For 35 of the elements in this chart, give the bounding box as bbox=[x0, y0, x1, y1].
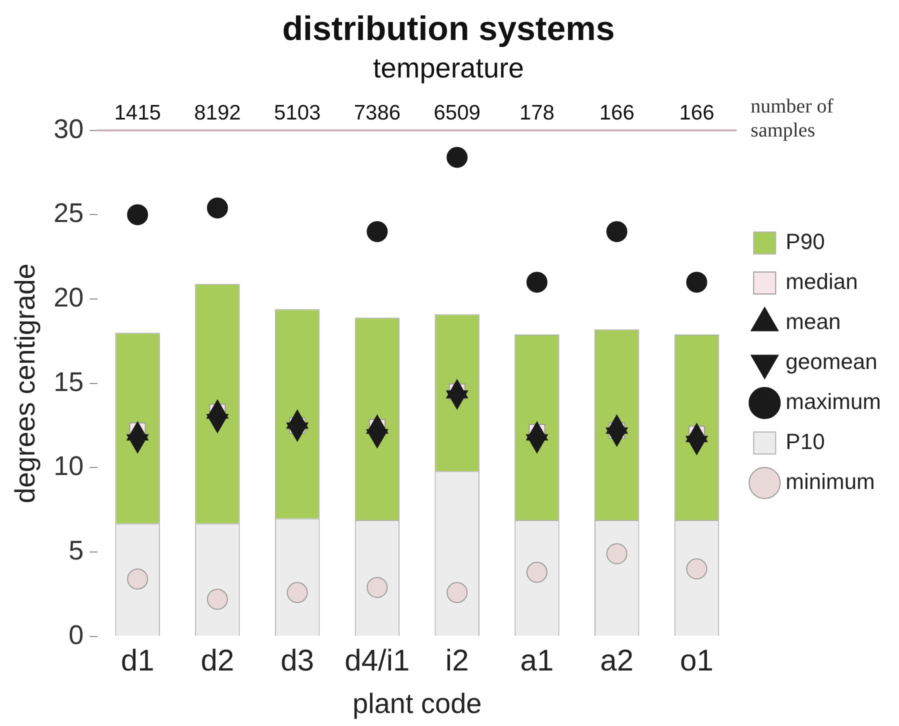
annotation: 8192 bbox=[194, 102, 241, 125]
legend-label: minimum bbox=[786, 469, 875, 494]
y-tick-label: 5 bbox=[68, 536, 84, 566]
y-axis-title: degrees centigrade bbox=[10, 264, 41, 504]
x-tick-label: i2 bbox=[445, 644, 469, 678]
x-tick-label: d1 bbox=[120, 644, 154, 678]
annotation: 7386 bbox=[354, 102, 401, 125]
y-tick-label: 25 bbox=[54, 198, 84, 228]
legend-label: P10 bbox=[786, 429, 825, 454]
annotation: 5103 bbox=[274, 102, 321, 125]
legend-label: median bbox=[786, 269, 858, 294]
x-tick-label: o1 bbox=[680, 644, 714, 678]
annotation: 1415 bbox=[114, 102, 161, 125]
y-tick-label: 15 bbox=[54, 366, 84, 397]
legend-label: geomean bbox=[786, 349, 878, 374]
legend-label: P90 bbox=[786, 229, 825, 254]
chart-title: distribution systems bbox=[282, 10, 615, 48]
x-tick-label: a2 bbox=[600, 644, 634, 678]
annotation: 166 bbox=[599, 102, 634, 125]
x-tick-label: d2 bbox=[200, 644, 234, 678]
x-tick-label: d4/i1 bbox=[344, 644, 410, 678]
legend-label: mean bbox=[786, 309, 841, 334]
text: number of samples bbox=[750, 95, 834, 142]
x-tick-label: d3 bbox=[280, 644, 314, 678]
y-tick-label: 10 bbox=[54, 451, 84, 482]
annotation: 166 bbox=[679, 102, 714, 125]
legend-label: maximum bbox=[786, 389, 882, 414]
x-axis-title: plant code bbox=[352, 688, 482, 719]
chart-subtitle: temperature bbox=[373, 52, 524, 84]
annotation: 178 bbox=[519, 102, 554, 125]
y-tick-label: 20 bbox=[54, 282, 84, 313]
y-tick-label: 30 bbox=[54, 114, 84, 144]
annotation: 6509 bbox=[434, 102, 480, 125]
x-tick-label: a1 bbox=[520, 644, 554, 678]
y-tick-label: 0 bbox=[68, 620, 84, 650]
